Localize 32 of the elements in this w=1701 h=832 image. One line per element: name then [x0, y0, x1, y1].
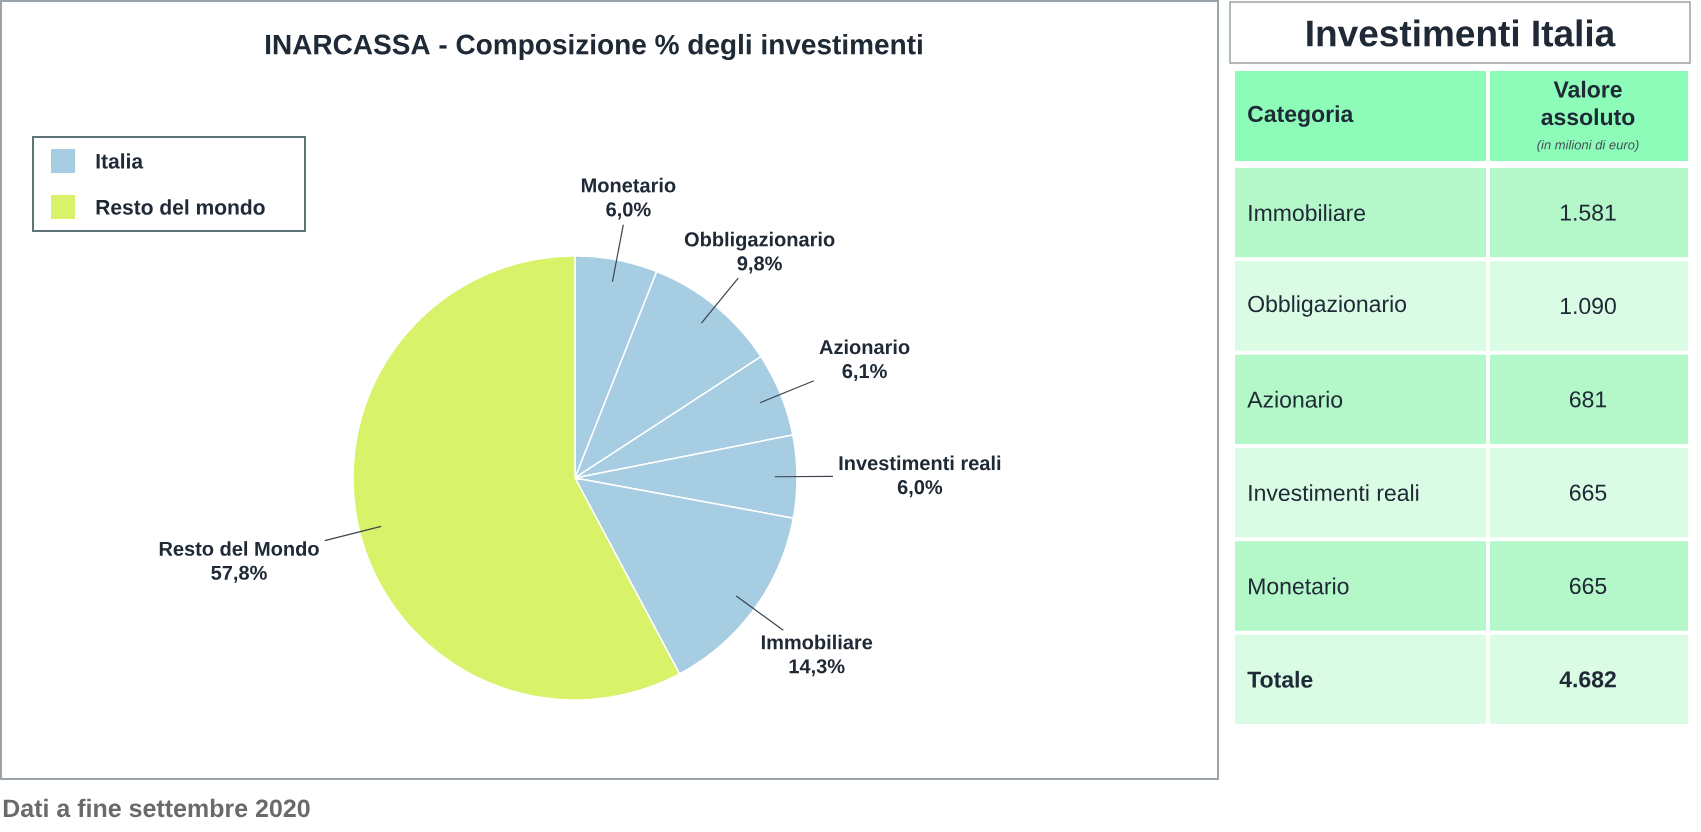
slice-label: Immobiliare [761, 634, 873, 650]
data-label: 4.682 [1559, 671, 1616, 688]
text: Resto del mondo [96, 199, 265, 215]
slice-label: Resto del Mondo [159, 541, 319, 556]
text: (in milioni di euro) [1537, 139, 1639, 153]
slice-label: Azionario [819, 339, 910, 355]
chart-title: INARCASSA - Composizione % degli investimenti [266, 33, 922, 61]
category-label: Immobiliare [1249, 204, 1366, 222]
data-label: 6,0% [606, 202, 651, 220]
data-label: 6,0% [897, 480, 943, 498]
data-label: 665 [1569, 577, 1607, 595]
category-label: Azionario [1247, 390, 1343, 408]
data-label: 57,8% [211, 565, 267, 583]
category-label: Totale [1247, 670, 1313, 688]
text: Investimenti Italia [1307, 19, 1616, 47]
data-label: 1.090 [1560, 297, 1616, 315]
slice-label: Investimenti reali [839, 455, 1001, 471]
slice-label: Monetario [581, 177, 676, 193]
data-label: 14,3% [789, 659, 845, 677]
text: Valore assoluto [1541, 80, 1635, 126]
data-label: 9,8% [737, 256, 782, 274]
slice-label: Obbligazionario [684, 231, 835, 251]
text: Dati a fine settembre 2020 [3, 798, 310, 818]
data-label: 1.581 [1560, 204, 1616, 221]
text: Categoria [1248, 105, 1354, 127]
data-label: 665 [1569, 484, 1607, 501]
text: Italia [96, 153, 144, 169]
data-label: 6,1% [842, 364, 887, 382]
data-label: 681 [1569, 391, 1607, 408]
category-label: Monetario [1249, 577, 1349, 595]
category-label: Obbligazionario [1248, 295, 1407, 317]
category-label: Investimenti reali [1249, 484, 1419, 502]
